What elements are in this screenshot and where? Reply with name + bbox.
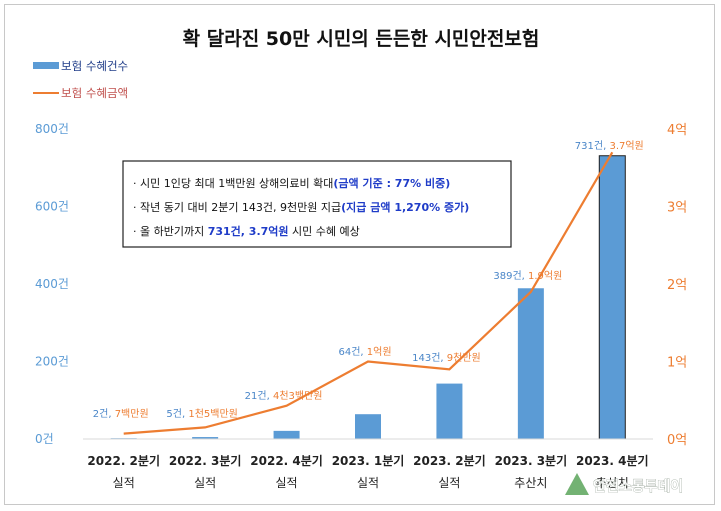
count-label: 5건, [166,408,188,420]
x-tick-label: 2023. 3분기 [495,453,568,468]
annotation-segment: · 작년 동기 대비 2분기 143건, 9천만원 지급 [133,200,341,214]
y-left-tick-label: 0건 [35,432,54,446]
bar [192,437,219,439]
count-label: 21건, [245,390,273,402]
chart-title: 확 달라진 50만 시민의 든든한 시민안전보험 [183,27,540,50]
annotation-box: · 시민 1인당 최대 1백만원 상해의료비 확대(금액 기준 : 77% 비중… [122,160,512,248]
annotation-segment: (지급 금액 1,270% 증가) [341,200,469,214]
data-label: 2건, 7백만원 [93,408,149,420]
x-tick-label: 2023. 2분기 [413,453,486,468]
annotation-line-2: · 작년 동기 대비 2분기 143건, 9천만원 지급(지급 금액 1,270… [133,200,469,214]
bar [355,414,381,439]
count-label: 2건, [93,408,115,420]
y-right-tick-label: 2억 [667,278,687,293]
amount-label: 1.9억원 [528,270,562,282]
annotation-segment: · 시민 1인당 최대 1백만원 상해의료비 확대 [133,176,333,190]
count-label: 64건, [338,346,366,358]
x-tick-sublabel: 실적 [438,476,460,490]
x-tick-label: 2023. 1분기 [332,453,405,468]
bar [436,383,463,439]
bar [598,155,626,440]
amount-label: 1억원 [367,346,392,358]
data-label: 21건, 4천3백만원 [245,390,323,402]
watermark: 안전소통투데이 [565,473,683,495]
x-tick-sublabel: 실적 [276,476,298,490]
legend-label-count: 보험 수혜건수 [61,59,128,73]
data-label: 731건, 3.7억원 [575,140,644,152]
x-tick-label: 2022. 2분기 [87,453,160,468]
y-right-tick-label: 0억 [667,433,687,448]
y-left-tick-label: 400건 [35,277,69,291]
x-tick-label: 2022. 4분기 [250,453,323,468]
chart-svg: 확 달라진 50만 시민의 든든한 시민안전보험 보험 수혜건수 보험 수혜금액… [33,27,687,495]
y-axis-left: 0건 200건 400건 600건 800건 [35,122,69,446]
legend-label-amount: 보험 수혜금액 [61,86,128,100]
annotation-segment: 시민 수혜 예상 [289,225,360,238]
count-label: 389건, [493,270,528,282]
chart-frame: 확 달라진 50만 시민의 든든한 시민안전보험 보험 수혜건수 보험 수혜금액… [4,4,715,505]
y-left-tick-label: 600건 [35,200,69,214]
amount-label: 1천5백만원 [188,408,238,420]
data-label: 64건, 1억원 [338,346,391,358]
amount-label: 4천3백만원 [273,390,323,402]
amount-label: 9천만원 [447,352,481,364]
bar [273,430,300,439]
legend: 보험 수혜건수 보험 수혜금액 [33,59,128,100]
watermark-logo-icon [565,473,589,495]
annotation-segment: 731건, 3.7억원 [208,224,289,238]
annotation-border [122,160,512,248]
y-right-tick-label: 4억 [667,123,687,138]
x-tick-sublabel: 추산치 [514,476,547,490]
x-tick-sublabel: 실적 [113,476,135,490]
legend-swatch-bar [33,62,59,69]
annotation-line-1: · 시민 1인당 최대 1백만원 상해의료비 확대(금액 기준 : 77% 비중… [133,176,450,190]
bar-series [83,155,653,440]
bar [517,288,544,439]
data-label: 5건, 1천5백만원 [166,408,237,420]
y-left-tick-label: 800건 [35,122,69,136]
data-labels: 2건, 7백만원 5건, 1천5백만원 21건, 4천3백만원 64건, 1억원 143… [93,140,644,420]
x-tick-sublabel: 추산치 [596,476,629,490]
x-tick-sublabel: 실적 [357,476,379,490]
data-label: 389건, 1.9억원 [493,270,562,282]
y-right-tick-label: 1억 [667,356,687,371]
count-label: 731건, [575,140,610,152]
amount-label: 3.7억원 [609,140,643,152]
amount-label: 7백만원 [115,408,149,420]
watermark-text: 안전소통투데이 [593,478,683,495]
y-axis-right: 0억 1억 2억 3억 4억 [667,123,687,448]
x-tick-sublabel: 실적 [194,476,216,490]
x-tick-label: 2023. 4분기 [576,453,649,468]
y-right-tick-label: 3억 [667,201,687,216]
data-label: 143건, 9천만원 [412,352,481,364]
annotation-line-3: · 올 하반기까지 731건, 3.7억원 시민 수혜 예상 [133,224,360,238]
x-tick-label: 2022. 3분기 [169,453,242,468]
count-label: 143건, [412,352,447,364]
annotation-segment: (금액 기준 : 77% 비중) [333,176,450,190]
y-left-tick-label: 200건 [35,355,69,369]
annotation-segment: · 올 하반기까지 [133,224,208,238]
line-series [123,151,614,435]
